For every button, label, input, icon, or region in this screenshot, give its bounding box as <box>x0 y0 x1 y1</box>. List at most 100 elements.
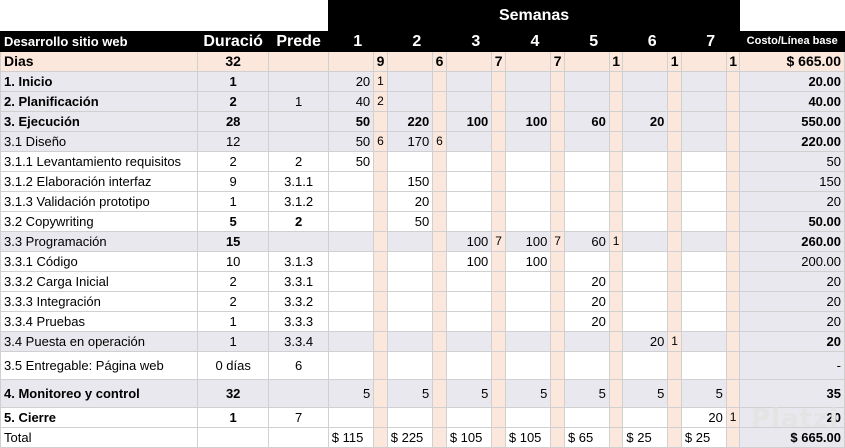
week-days-cell <box>432 351 447 380</box>
week-days-cell: 6 <box>373 131 388 152</box>
task-name: 3. Ejecución <box>0 111 198 132</box>
week-days-cell: 7 <box>491 231 506 252</box>
week-days-cell <box>725 251 741 272</box>
week-days-cell <box>432 191 447 212</box>
week-cost-cell <box>563 71 610 92</box>
week-days-cell <box>432 91 447 112</box>
week-days-cell <box>725 151 741 172</box>
week-cost-cell <box>327 331 375 352</box>
week-days-cell <box>373 151 388 172</box>
week-days-cell <box>550 351 565 380</box>
task-row: 1. Inicio 1 20 1 20.00 <box>0 71 845 92</box>
week-days-cell <box>667 231 682 252</box>
week-cost-cell <box>680 231 727 252</box>
task-name: 5. Cierre <box>0 407 198 428</box>
task-name: 2. Planificación <box>0 91 198 112</box>
week-days-cell <box>725 71 741 92</box>
week-days-cell <box>667 111 682 132</box>
week-days-cell <box>550 151 565 172</box>
week-days-cell <box>432 171 447 192</box>
task-name: 3.1.3 Validación prototipo <box>0 191 198 212</box>
week-days-cell <box>725 171 741 192</box>
week-cost-cell <box>445 131 493 152</box>
task-row: 3.1.3 Validación prototipo 1 3.1.2 20 20 <box>0 191 845 212</box>
week-days-cell <box>491 251 506 272</box>
task-name: 1. Inicio <box>0 71 198 92</box>
duration-column-header: Duració <box>196 31 270 52</box>
week-cost-cell <box>386 311 434 332</box>
task-duration: 5 <box>196 211 270 232</box>
task-cost: 20 <box>739 191 845 212</box>
week-days-cell <box>550 71 565 92</box>
days-cell <box>386 51 434 72</box>
week-cost-cell <box>445 91 493 112</box>
week-header: 6 <box>622 31 682 52</box>
task-row: 3.3.3 Integración 2 3.3.2 20 20 <box>0 291 845 312</box>
week-days-cell: 6 <box>432 131 447 152</box>
task-predecessor <box>268 131 329 152</box>
week-cost-cell <box>622 271 669 292</box>
week-header: 4 <box>504 31 565 52</box>
days-row-cost: $ 665.00 <box>739 51 845 72</box>
week-total-spacer <box>725 427 741 448</box>
week-days-cell <box>491 131 506 152</box>
week-days-cell <box>432 271 447 292</box>
week-days-cell <box>608 311 624 332</box>
week-cost-cell <box>563 91 610 112</box>
task-row: 3.4 Puesta en operación 1 3.3.4 20 1 20 <box>0 331 845 352</box>
task-duration: 1 <box>196 191 270 212</box>
week-cost-cell <box>504 351 552 380</box>
week-cost-cell <box>680 91 727 112</box>
week-cost-cell <box>386 331 434 352</box>
week-days-cell: 1 <box>373 71 388 92</box>
week-cost-cell <box>680 351 727 380</box>
days-cell: 1 <box>667 51 682 72</box>
week-cost-cell <box>445 407 493 428</box>
total-empty <box>196 427 270 448</box>
week-cost-cell: 100 <box>504 111 552 132</box>
week-cost-cell: 20 <box>563 291 610 312</box>
week-days-cell <box>491 407 506 428</box>
week-days-cell <box>491 331 506 352</box>
week-cost-cell: 20 <box>386 191 434 212</box>
week-cost-cell: 20 <box>622 111 669 132</box>
week-cost-cell <box>386 351 434 380</box>
task-row: 3. Ejecución 28 50 220 100 100 60 20 550.00 <box>0 111 845 132</box>
task-cost: 50.00 <box>739 211 845 232</box>
task-row: 2. Planificación 2 1 40 2 40.00 <box>0 91 845 112</box>
week-cost-cell: 50 <box>327 131 375 152</box>
week-cost-cell <box>680 251 727 272</box>
week-cost-cell <box>504 211 552 232</box>
task-duration: 28 <box>196 111 270 132</box>
task-duration: 0 días <box>196 351 270 380</box>
week-days-cell <box>491 151 506 172</box>
week-cost-cell <box>680 191 727 212</box>
days-cell <box>622 51 669 72</box>
week-days-cell <box>608 131 624 152</box>
grand-total: $ 665.00 <box>739 427 845 448</box>
week-days-cell <box>550 379 565 408</box>
week-days-cell <box>491 271 506 292</box>
week-cost-cell <box>445 271 493 292</box>
task-predecessor: 1 <box>268 91 329 112</box>
total-empty <box>268 427 329 448</box>
task-duration: 9 <box>196 171 270 192</box>
task-predecessor: 3.3.3 <box>268 311 329 332</box>
week-days-cell <box>667 91 682 112</box>
week-days-cell <box>550 111 565 132</box>
week-cost-cell: 170 <box>386 131 434 152</box>
days-total-duration: 32 <box>196 51 270 72</box>
days-cell <box>680 51 727 72</box>
week-cost-cell: 100 <box>445 231 493 252</box>
week-cost-cell <box>680 71 727 92</box>
task-predecessor: 3.3.2 <box>268 291 329 312</box>
task-row: 3.3.4 Pruebas 1 3.3.3 20 20 <box>0 311 845 332</box>
task-row: 3.5 Entregable: Página web 0 días 6 - <box>0 351 845 380</box>
task-predecessor: 2 <box>268 211 329 232</box>
week-cost-cell <box>327 271 375 292</box>
week-days-cell <box>373 379 388 408</box>
week-days-cell <box>432 231 447 252</box>
week-cost-cell <box>680 171 727 192</box>
task-cost: 20 <box>739 311 845 332</box>
week-cost-cell <box>386 91 434 112</box>
